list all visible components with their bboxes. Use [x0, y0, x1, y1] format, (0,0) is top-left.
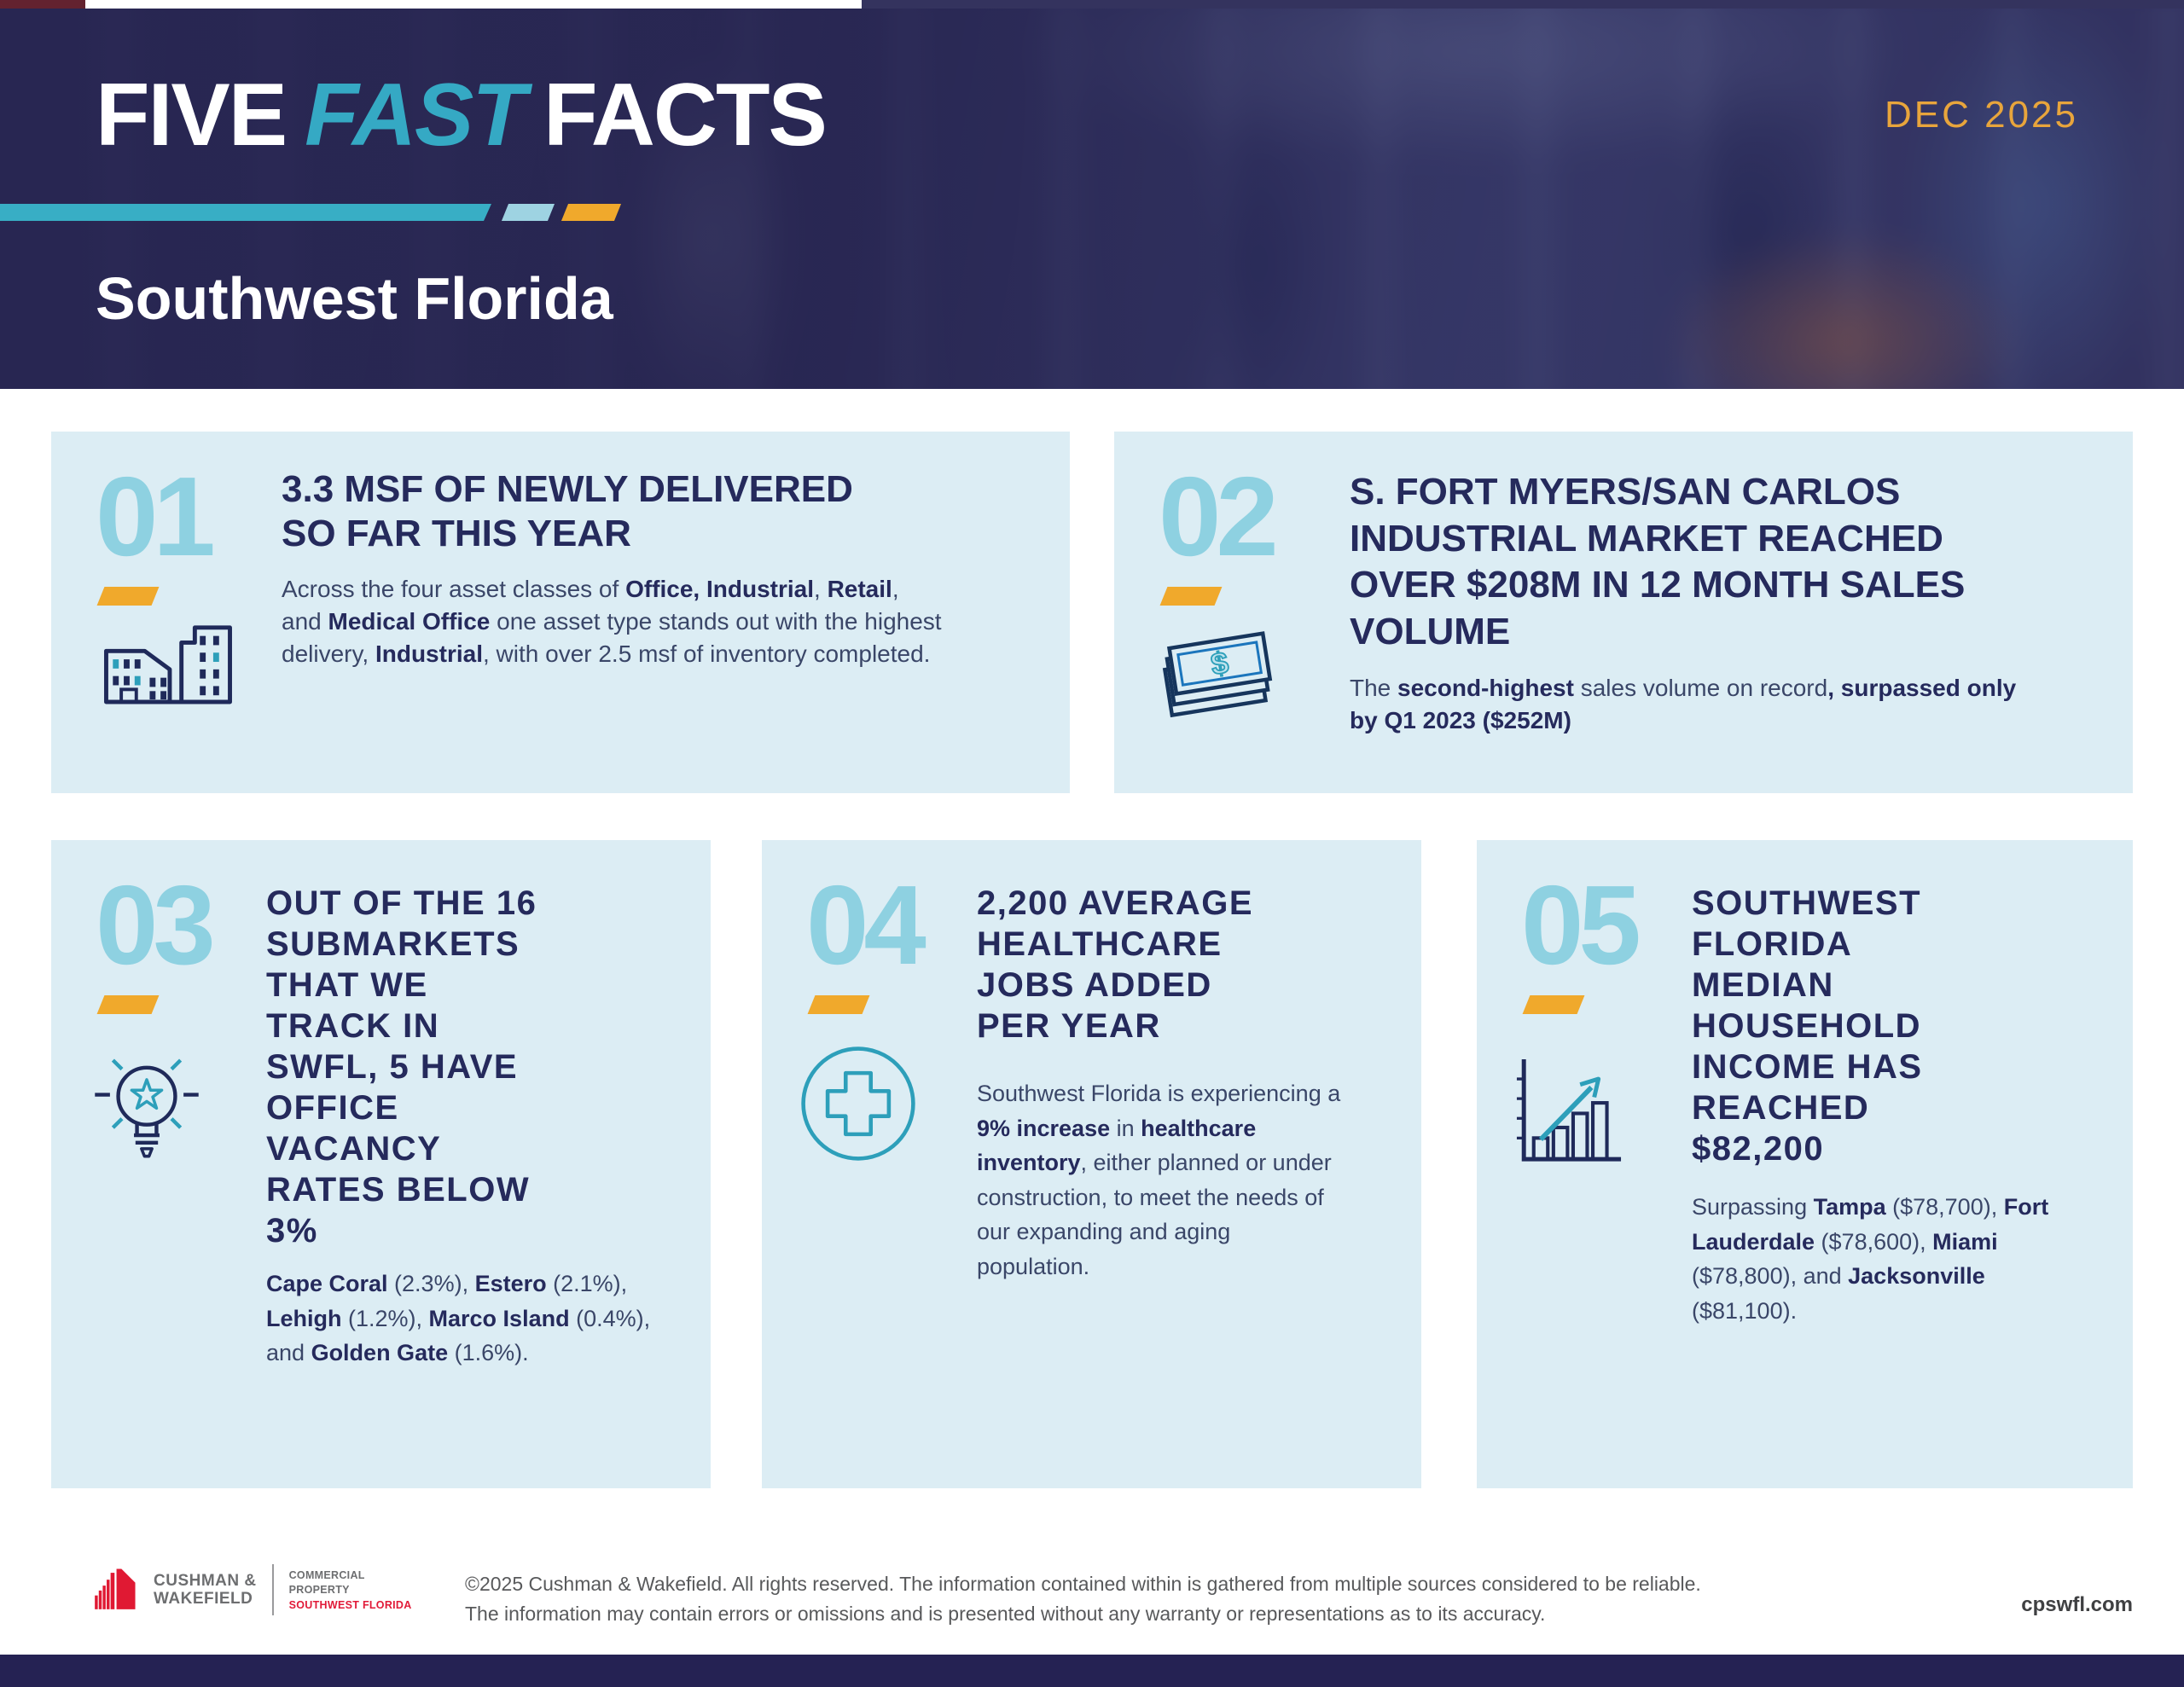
fact-card-04: 04 2,200 AVERAGE HEALTHCARE JOBS ADDED P… [762, 840, 1421, 1488]
logo-divider [271, 1564, 274, 1615]
website-url: cpswfl.com [2021, 1593, 2133, 1616]
lightbulb-star-icon [90, 1045, 203, 1176]
money-stack-icon: $ [1152, 624, 1285, 727]
title-word-five: FIVE [96, 66, 288, 165]
fact-body: Cape Coral (2.3%), Estero (2.1%), Lehigh… [266, 1271, 651, 1365]
fact-title: SOUTHWEST FLORIDA MEDIAN HOUSEHOLD INCOM… [1692, 884, 1923, 1168]
page-title: FIVE FAST FACTS [96, 65, 828, 166]
fact-card-01: 01 3.3 MSF OF NEWLY DELIVERED SO FAR THI… [51, 432, 1070, 793]
fact-card-02: 02 $ S. FORT MYERS/SAN CARLOS INDUSTRIAL… [1114, 432, 2133, 793]
teal-rule [0, 204, 491, 221]
fact-number: 05 [1521, 862, 1641, 988]
fact-title: 3.3 MSF OF NEWLY DELIVERED SO FAR THIS Y… [282, 468, 853, 554]
gold-dash [96, 587, 160, 606]
company-logo: CUSHMAN & WAKEFIELD COMMERCIAL PROPERTY … [94, 1564, 412, 1615]
fact-title: S. FORT MYERS/SAN CARLOS INDUSTRIAL MARK… [1350, 471, 1966, 652]
rule-chip-gold [561, 204, 622, 221]
header-overlay [0, 9, 2184, 389]
photo-edge-strip [862, 0, 2184, 9]
fact-number: 03 [96, 862, 216, 988]
gold-dash [807, 995, 870, 1014]
fact-body: Southwest Florida is experiencing a 9% i… [977, 1081, 1341, 1279]
title-word-fast: FAST [305, 66, 526, 165]
gold-dash [1159, 587, 1223, 606]
title-word-facts: FACTS [543, 66, 828, 165]
photo-edge-smudge [0, 0, 85, 9]
region-subtitle: Southwest Florida [96, 265, 613, 332]
brand-name: CUSHMAN & WAKEFIELD [154, 1571, 257, 1608]
fact-card-03: 03 OUT OF THE 16 SUBMARKETS THAT WE TRAC… [51, 840, 711, 1488]
fact-title: OUT OF THE 16 SUBMARKETS THAT WE TRACK I… [266, 884, 537, 1249]
fact-number: 02 [1159, 454, 1279, 579]
fact-title: 2,200 AVERAGE HEALTHCARE JOBS ADDED PER … [977, 884, 1254, 1045]
copyright-disclaimer: ©2025 Cushman & Wakefield. All rights re… [465, 1573, 1701, 1625]
medical-cross-icon [799, 1045, 917, 1162]
cushman-wakefield-logo-icon [94, 1566, 138, 1615]
fact-number: 01 [96, 454, 216, 579]
buildings-icon [101, 621, 235, 704]
fact-number: 04 [806, 862, 926, 988]
gold-dash [96, 995, 160, 1014]
growth-chart-icon [1513, 1052, 1625, 1171]
fact-body: Surpassing Tampa ($78,700), Fort Lauderd… [1692, 1194, 2049, 1324]
fact-body: The second-highest sales volume on recor… [1350, 675, 2017, 734]
header-banner: FIVE FAST FACTS Southwest Florida DEC 2025 [0, 9, 2184, 389]
fact-card-05: 05 SOUTHWEST FLORIDA MEDIAN HOUSEHOLD IN… [1477, 840, 2133, 1488]
bottom-bar [0, 1655, 2184, 1687]
fact-body: Across the four asset classes of Office,… [282, 576, 942, 668]
rule-chip-lightblue [501, 204, 555, 221]
issue-date: DEC 2025 [1884, 94, 2078, 136]
gold-dash [1522, 995, 1585, 1014]
division-name: COMMERCIAL PROPERTY [288, 1569, 365, 1596]
division-region: SOUTHWEST FLORIDA [288, 1598, 412, 1611]
